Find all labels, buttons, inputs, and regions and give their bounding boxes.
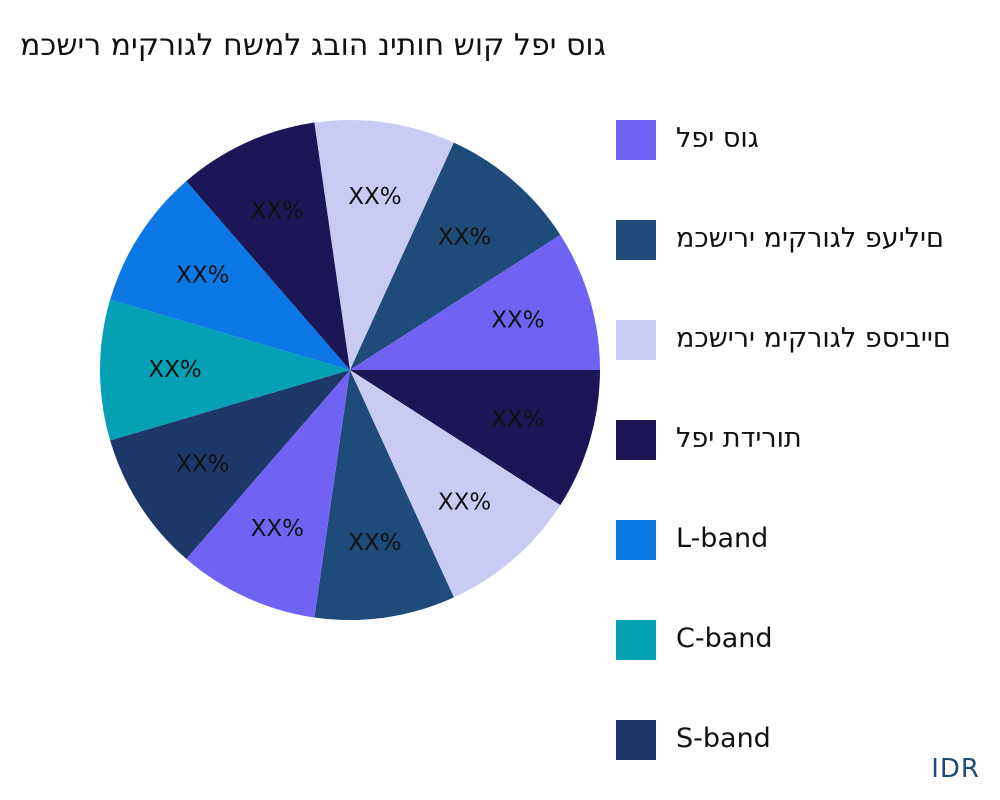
slice-label: XX%	[148, 357, 201, 383]
slice-label: XX%	[176, 452, 229, 478]
pie-slices	[99, 120, 600, 621]
slice-label: XX%	[491, 406, 544, 432]
legend-item: C-band	[616, 620, 996, 660]
pie-slice	[350, 370, 600, 506]
pie-slice	[186, 370, 350, 618]
legend-label: L-band	[676, 523, 769, 554]
slice-label: XX%	[491, 308, 544, 334]
legend-swatch	[616, 220, 656, 260]
legend-item: םיליעפ לגורקימ ירישכמ	[616, 220, 996, 260]
legend-item: םייביספ לגורקימ ירישכמ	[616, 320, 996, 360]
legend-item: S-band	[616, 720, 996, 760]
pie-slice	[110, 181, 350, 370]
slice-label: XX%	[251, 198, 304, 224]
pie-slice	[314, 120, 454, 370]
chart-title: גוס יפל קוש חותינ הובג למשח לגורקימ רישכ…	[20, 28, 606, 63]
pie-slice	[110, 370, 350, 559]
legend-swatch	[616, 620, 656, 660]
legend-swatch	[616, 120, 656, 160]
legend-label: S-band	[676, 723, 771, 754]
legend-item: תורידת יפל	[616, 420, 996, 460]
source-label: IDR	[931, 754, 980, 784]
slice-label: XX%	[438, 489, 491, 515]
legend-swatch	[616, 320, 656, 360]
legend-label: םיליעפ לגורקימ ירישכמ	[676, 223, 944, 254]
legend-swatch	[616, 720, 656, 760]
pie-slice	[350, 234, 600, 370]
slice-label: XX%	[251, 516, 304, 542]
pie-slice	[350, 142, 561, 370]
legend-swatch	[616, 420, 656, 460]
legend-label: םייביספ לגורקימ ירישכמ	[676, 323, 951, 354]
legend-label: גוס יפל	[676, 123, 759, 154]
slice-label: XX%	[176, 262, 229, 288]
slice-label: XX%	[438, 225, 491, 251]
legend-label: תורידת יפל	[676, 423, 802, 454]
legend-item: גוס יפל	[616, 120, 996, 160]
legend-swatch	[616, 520, 656, 560]
slice-label: XX%	[348, 530, 401, 556]
pie-slice	[314, 370, 454, 621]
pie-slice	[99, 299, 350, 441]
pie-slice	[350, 370, 561, 598]
legend-item: L-band	[616, 520, 996, 560]
pie-labels: XX% XX% XX% XX% XX% XX% XX% XX% XX% XX% XX%	[148, 184, 544, 556]
pie-slice	[186, 122, 350, 370]
legend-label: C-band	[676, 623, 773, 654]
slice-label: XX%	[348, 184, 401, 210]
